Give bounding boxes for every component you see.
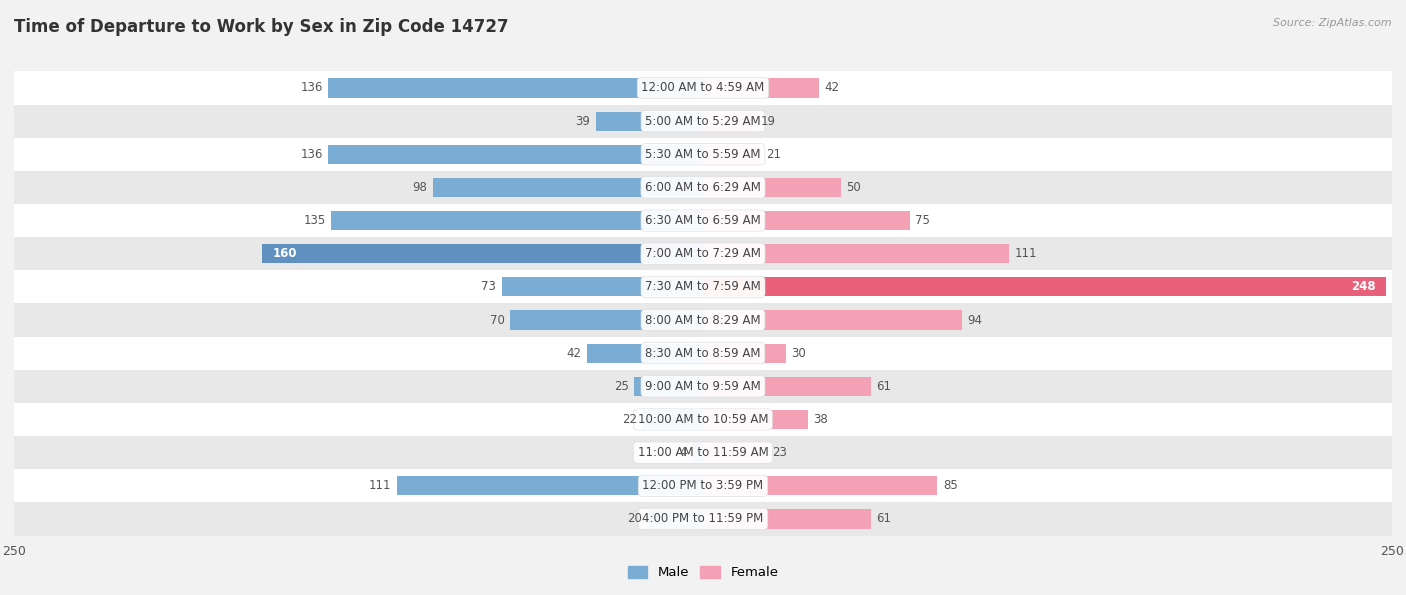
Text: 25: 25 [614,380,628,393]
Bar [648,509,703,528]
Bar [643,410,703,429]
Text: 42: 42 [824,82,839,95]
Text: 21: 21 [766,148,782,161]
Text: 6:30 AM to 6:59 AM: 6:30 AM to 6:59 AM [645,214,761,227]
Bar [703,145,761,164]
Bar [703,509,872,528]
Text: 11:00 AM to 11:59 AM: 11:00 AM to 11:59 AM [638,446,768,459]
Bar [262,244,703,264]
Bar [510,311,703,330]
Text: 5:30 AM to 5:59 AM: 5:30 AM to 5:59 AM [645,148,761,161]
Text: 50: 50 [846,181,860,194]
Text: 30: 30 [792,347,806,359]
Text: 73: 73 [481,280,496,293]
Text: 7:00 AM to 7:29 AM: 7:00 AM to 7:29 AM [645,248,761,260]
Bar [433,178,703,197]
Text: 136: 136 [301,148,323,161]
Text: 98: 98 [412,181,427,194]
Bar [14,502,1392,536]
Bar [703,111,755,131]
Bar [14,204,1392,237]
Bar [14,369,1392,403]
Bar [14,469,1392,502]
Text: 23: 23 [772,446,787,459]
Bar [703,343,786,363]
Text: 5:00 AM to 5:29 AM: 5:00 AM to 5:29 AM [645,115,761,127]
Text: Time of Departure to Work by Sex in Zip Code 14727: Time of Departure to Work by Sex in Zip … [14,18,509,36]
Bar [14,105,1392,137]
Text: 42: 42 [567,347,582,359]
Text: 111: 111 [1014,248,1036,260]
Text: 248: 248 [1351,280,1375,293]
Text: 8:00 AM to 8:29 AM: 8:00 AM to 8:29 AM [645,314,761,327]
Bar [703,277,1386,296]
Text: 22: 22 [621,413,637,426]
Bar [703,311,962,330]
Text: 7:30 AM to 7:59 AM: 7:30 AM to 7:59 AM [645,280,761,293]
Text: 19: 19 [761,115,776,127]
Bar [703,79,818,98]
Text: 70: 70 [489,314,505,327]
Bar [703,178,841,197]
Bar [14,303,1392,337]
Text: 61: 61 [876,380,891,393]
Bar [14,403,1392,436]
Text: 111: 111 [370,480,392,492]
Text: 85: 85 [943,480,957,492]
Text: 61: 61 [876,512,891,525]
Bar [14,71,1392,105]
Text: 8:30 AM to 8:59 AM: 8:30 AM to 8:59 AM [645,347,761,359]
Bar [328,79,703,98]
Text: 135: 135 [304,214,325,227]
Legend: Male, Female: Male, Female [623,560,783,585]
Text: 39: 39 [575,115,591,127]
Text: 12:00 PM to 3:59 PM: 12:00 PM to 3:59 PM [643,480,763,492]
Bar [703,377,872,396]
Text: 4: 4 [679,446,686,459]
Bar [596,111,703,131]
Bar [328,145,703,164]
Bar [634,377,703,396]
Text: 38: 38 [813,413,828,426]
Bar [14,337,1392,369]
Bar [703,443,766,462]
Bar [588,343,703,363]
Bar [14,270,1392,303]
Bar [502,277,703,296]
Text: 9:00 AM to 9:59 AM: 9:00 AM to 9:59 AM [645,380,761,393]
Bar [14,237,1392,270]
Text: 160: 160 [273,248,298,260]
Text: Source: ZipAtlas.com: Source: ZipAtlas.com [1274,18,1392,28]
Bar [396,476,703,496]
Text: 10:00 AM to 10:59 AM: 10:00 AM to 10:59 AM [638,413,768,426]
Text: 4:00 PM to 11:59 PM: 4:00 PM to 11:59 PM [643,512,763,525]
Text: 20: 20 [627,512,643,525]
Bar [703,476,938,496]
Bar [330,211,703,230]
Text: 136: 136 [301,82,323,95]
Text: 6:00 AM to 6:29 AM: 6:00 AM to 6:29 AM [645,181,761,194]
Bar [703,410,807,429]
Text: 75: 75 [915,214,929,227]
Text: 94: 94 [967,314,983,327]
Bar [14,137,1392,171]
Text: 12:00 AM to 4:59 AM: 12:00 AM to 4:59 AM [641,82,765,95]
Bar [703,211,910,230]
Bar [14,436,1392,469]
Bar [692,443,703,462]
Bar [14,171,1392,204]
Bar [703,244,1010,264]
